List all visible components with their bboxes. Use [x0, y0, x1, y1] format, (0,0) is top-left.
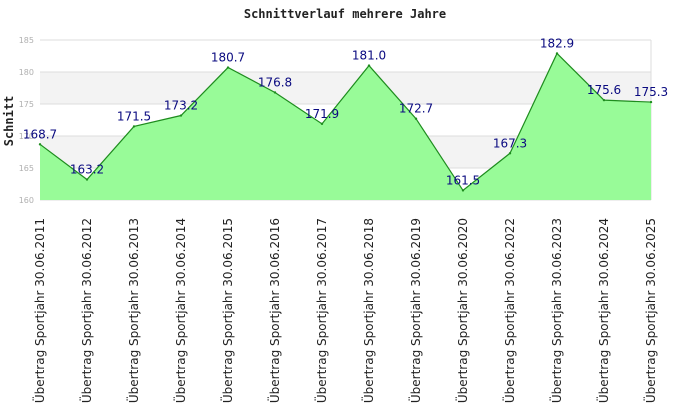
- area-fill: [40, 53, 651, 200]
- data-point-10: [508, 152, 512, 155]
- data-point-1: [85, 178, 89, 181]
- x-tick-label-13: Übertrag Sportjahr 30.06.2025: [642, 218, 658, 403]
- data-label-6: 171.9: [305, 107, 339, 121]
- y-ticks: 160 165 170 175 180 185: [19, 36, 34, 205]
- x-ticks: Übertrag Sportjahr 30.06.2011 Übertrag Sp…: [31, 218, 658, 403]
- data-point-2: [132, 125, 136, 128]
- x-tick-label-11: Übertrag Sportjahr 30.06.2023: [548, 218, 564, 403]
- data-point-12: [602, 98, 606, 102]
- x-tick-label-12: Übertrag Sportjahr 30.06.2024: [595, 218, 611, 403]
- data-label-13: 175.3: [634, 85, 668, 99]
- x-tick-label-5: Übertrag Sportjahr 30.06.2016: [266, 218, 282, 403]
- data-label-8: 172.7: [399, 102, 433, 116]
- data-point-3: [179, 114, 183, 117]
- x-tick-label-7: Übertrag Sportjahr 30.06.2018: [360, 218, 376, 403]
- x-tick-label-3: Übertrag Sportjahr 30.06.2014: [172, 218, 188, 403]
- chart-title: Schnittverlauf mehrere Jahre: [244, 7, 446, 21]
- data-point-5: [273, 91, 277, 94]
- data-point-9: [461, 189, 465, 192]
- y-axis-label: Schnitt: [2, 96, 16, 147]
- data-labels: 168.7 163.2 171.5 173.2 180.7 176.8 171.9 181.0…: [23, 36, 668, 187]
- x-tick-label-6: Übertrag Sportjahr 30.06.2017: [313, 218, 329, 403]
- data-label-2: 171.5: [117, 109, 151, 123]
- data-label-4: 180.7: [211, 51, 245, 65]
- y-tick-label-165: 165: [19, 164, 34, 173]
- data-point-11: [555, 52, 559, 55]
- data-point-13: [649, 100, 653, 104]
- data-point-0: [38, 143, 42, 146]
- data-point-8: [414, 117, 418, 120]
- data-label-1: 163.2: [70, 163, 104, 177]
- plot-band-4: [40, 40, 651, 72]
- x-tick-label-0: Übertrag Sportjahr 30.06.2011: [31, 218, 47, 403]
- data-point-4: [226, 66, 230, 69]
- data-label-11: 182.9: [540, 36, 574, 50]
- x-tick-label-8: Übertrag Sportjahr 30.06.2019: [407, 218, 423, 403]
- y-tick-label-180: 180: [19, 68, 34, 77]
- area-series: [39, 52, 652, 200]
- data-point-6: [320, 122, 324, 126]
- data-label-12: 175.6: [587, 83, 621, 97]
- y-tick-label-185: 185: [19, 36, 34, 45]
- x-tick-label-10: Übertrag Sportjahr 30.06.2022: [501, 218, 517, 403]
- x-tick-label-4: Übertrag Sportjahr 30.06.2015: [219, 218, 235, 403]
- y-tick-label-175: 175: [19, 100, 34, 109]
- series-line: [39, 52, 652, 192]
- x-tick-label-9: Übertrag Sportjahr 30.06.2020: [454, 218, 470, 403]
- data-points: [38, 52, 653, 192]
- data-label-0: 168.7: [23, 127, 57, 141]
- data-label-7: 181.0: [352, 49, 386, 63]
- data-label-5: 176.8: [258, 75, 292, 89]
- y-tick-label-170: 170: [19, 132, 34, 141]
- x-tick-label-2: Übertrag Sportjahr 30.06.2013: [125, 218, 141, 403]
- data-point-7: [367, 64, 371, 67]
- data-label-10: 167.3: [493, 136, 527, 150]
- x-tick-label-1: Übertrag Sportjahr 30.06.2012: [78, 218, 94, 403]
- data-label-9: 161.5: [446, 173, 480, 187]
- y-tick-label-160: 160: [19, 196, 34, 205]
- data-label-3: 173.2: [164, 99, 198, 113]
